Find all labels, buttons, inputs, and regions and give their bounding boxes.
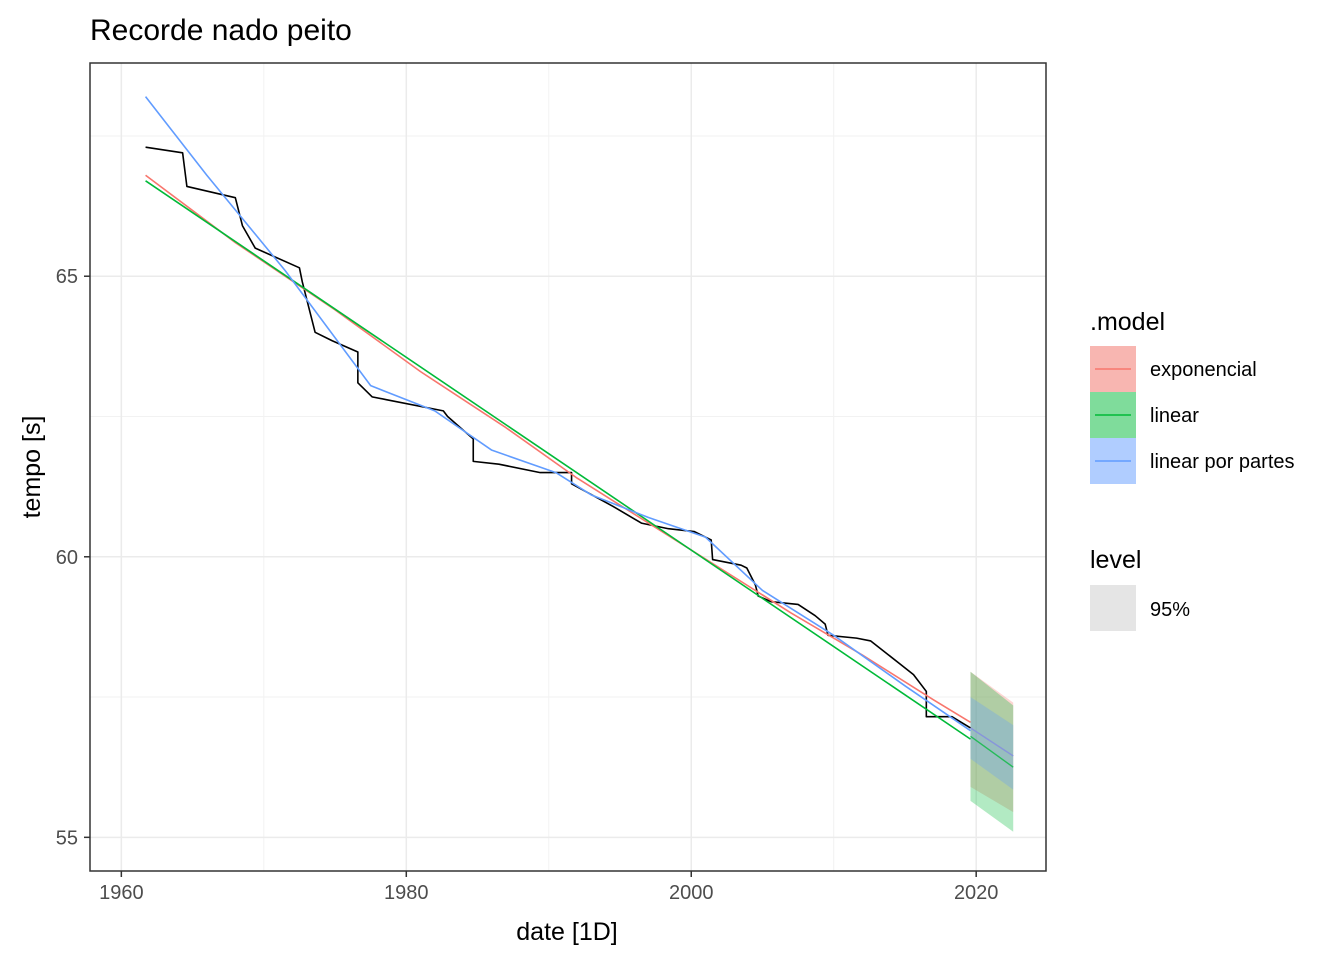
plot-area: 1960 1980 2000 2020 55 60 65: [56, 62, 1047, 904]
y-tick-label: 60: [56, 547, 78, 569]
legend-label-exponencial: exponencial: [1150, 359, 1257, 381]
y-tick-label: 55: [56, 827, 78, 849]
forecast-interval-linear-por-partes: [970, 697, 1014, 790]
chart-title: Recorde nado peito: [90, 14, 352, 47]
legend: .model exponencial linear linear por partes…: [1090, 308, 1295, 631]
legend-label-level: 95%: [1150, 599, 1190, 621]
x-tick-label: 1960: [99, 882, 144, 904]
forecast-mean-linear: [970, 735, 1014, 768]
x-axis-title: date [1D]: [516, 918, 617, 946]
observed-line: [145, 146, 971, 729]
legend-label-linear-por-partes: linear por partes: [1150, 451, 1295, 473]
x-tick-label: 2020: [954, 882, 999, 904]
legend-title-level: level: [1090, 546, 1141, 574]
legend-key-level: [1090, 585, 1136, 631]
fitted-line-linear: [145, 180, 971, 740]
x-tick-label: 1980: [384, 882, 429, 904]
y-axis-title: tempo [s]: [18, 416, 46, 519]
forecast-mean-linear-por-partes: [970, 727, 1014, 757]
y-tick-label: 65: [56, 266, 78, 288]
x-tick-label: 2000: [669, 882, 714, 904]
fitted-line-linear-por-partes: [144, 96, 971, 732]
legend-label-linear: linear: [1150, 405, 1199, 427]
panel-border: [89, 62, 1047, 872]
legend-title-model: .model: [1090, 308, 1165, 336]
